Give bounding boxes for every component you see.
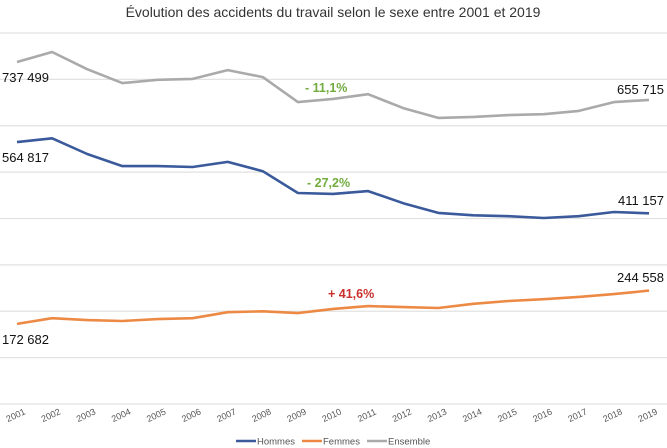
x-tick-label: 2001 [5, 407, 27, 425]
x-tick-label: 2010 [321, 407, 343, 425]
x-tick-label: 2015 [496, 407, 518, 425]
x-tick-label: 2013 [426, 407, 448, 425]
x-tick-label: 2006 [180, 407, 202, 425]
data-label-ensemble-end: 655 715 [617, 82, 664, 97]
x-tick-label: 2002 [40, 407, 62, 425]
x-tick-label: 2019 [637, 407, 659, 425]
data-label-hommes-start: 564 817 [2, 150, 49, 165]
x-tick-label: 2016 [531, 407, 553, 425]
data-label-ensemble-start: 737 499 [2, 70, 49, 85]
x-tick-label: 2008 [250, 407, 272, 425]
annotation-hommes-change: - 27,2% [307, 176, 350, 190]
x-tick-label: 2011 [356, 407, 378, 424]
x-tick-label: 2003 [75, 407, 97, 425]
x-tick-label: 2009 [285, 407, 307, 425]
data-label-femmes-start: 172 682 [2, 332, 49, 347]
annotation-femmes-change: + 41,6% [328, 287, 374, 301]
x-tick-label: 2014 [461, 407, 483, 425]
data-label-hommes-end: 411 157 [618, 193, 664, 208]
legend-label-hommes: Hommes [257, 437, 295, 448]
x-tick-label: 2004 [110, 407, 132, 425]
legend-label-ensemble: Ensemble [388, 437, 430, 448]
x-tick-label: 2007 [215, 407, 237, 425]
x-tick-label: 2012 [391, 407, 413, 425]
x-tick-label: 2005 [145, 407, 167, 425]
data-label-femmes-end: 244 558 [617, 270, 664, 285]
annotation-ensemble-change: - 11,1% [305, 81, 347, 95]
x-tick-label: 2018 [601, 407, 623, 425]
chart-title: Évolution des accidents du travail selon… [126, 4, 541, 20]
legend: Hommes Femmes Ensemble [236, 437, 430, 448]
x-tick-label: 2017 [566, 407, 588, 425]
legend-label-femmes: Femmes [323, 437, 360, 448]
